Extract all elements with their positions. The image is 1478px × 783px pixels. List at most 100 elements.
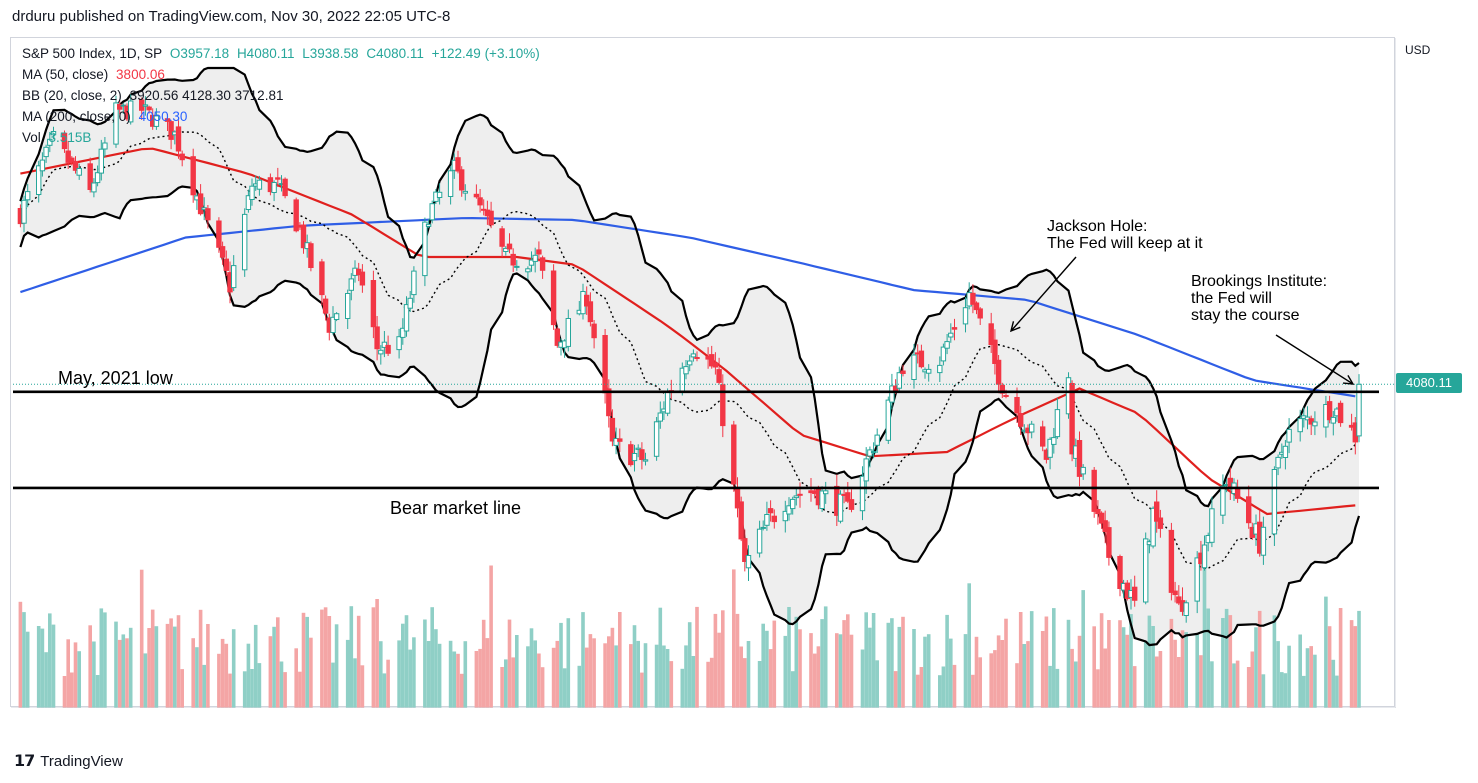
candle-body [1260, 526, 1267, 556]
volume-bar [790, 671, 795, 708]
volume-bar [632, 625, 637, 708]
volume-bar [1221, 618, 1225, 708]
candle-body [1143, 538, 1149, 603]
price-chart[interactable]: 4800.004700.004600.004500.004400.004300.… [11, 38, 1396, 708]
candle-body [911, 354, 917, 380]
volume-bar [1232, 663, 1236, 708]
volume-bar [1000, 640, 1005, 708]
volume-bar [334, 624, 339, 708]
candle-body [951, 327, 958, 330]
volume-bar [1177, 657, 1181, 708]
candle-body [1234, 487, 1241, 499]
volume-bar [1143, 641, 1148, 708]
volume-bar [48, 613, 52, 708]
volume-bar [1287, 645, 1291, 708]
candle-body [657, 412, 663, 422]
volume-bar [198, 609, 203, 708]
volume-bar [665, 649, 670, 708]
volume-bar [294, 648, 298, 708]
candle-body [411, 270, 417, 296]
volume-bar [787, 607, 791, 708]
volume-bar [765, 630, 769, 708]
volume-bar [504, 659, 508, 708]
candle-body [488, 210, 494, 226]
candle-body [528, 259, 535, 266]
volume-bar [919, 667, 924, 708]
volume-bar [1070, 648, 1074, 708]
volume-bar [507, 619, 512, 708]
candle-body [819, 490, 825, 509]
candle-body [422, 221, 428, 277]
candle-body [25, 191, 31, 201]
volume-bar [77, 651, 81, 708]
volume-bar [1276, 641, 1280, 708]
candle-body [782, 510, 788, 522]
candle-body [381, 341, 388, 348]
volume-bar [70, 672, 74, 708]
volume-bar [871, 613, 876, 708]
legend-low: L3938.58 [302, 46, 359, 61]
volume-bar [327, 616, 332, 708]
volume-bar [40, 628, 45, 708]
candle-body [716, 369, 722, 383]
candle-body [999, 384, 1005, 394]
candle-body [687, 360, 693, 366]
volume-bar [298, 671, 302, 708]
candle-body [1080, 466, 1086, 475]
candle-body [602, 335, 608, 394]
candle-body [848, 499, 855, 510]
volume-bar [1040, 631, 1045, 708]
volume-bar [92, 641, 96, 708]
volume-bar [1173, 639, 1177, 708]
volume-bar [430, 607, 434, 708]
volume-bar [912, 629, 916, 708]
candle-body [1040, 426, 1046, 447]
volume-bar [996, 635, 1001, 708]
volume-bar [1132, 666, 1137, 708]
candle-body [300, 224, 307, 249]
candle-body [322, 298, 329, 314]
volume-bar [401, 623, 405, 708]
volume-bar [706, 661, 710, 708]
volume-bar [386, 659, 390, 708]
candle-body [1286, 428, 1292, 443]
volume-bar [1280, 672, 1284, 708]
volume-bar [691, 656, 696, 708]
candle-body [436, 191, 443, 199]
candle-body [973, 302, 980, 311]
volume-bar [592, 638, 596, 708]
volume-bar [562, 668, 567, 708]
volume-bar [253, 624, 258, 708]
candle-body [256, 179, 263, 190]
volume-bar [117, 639, 122, 708]
chart-area[interactable]: 4800.004700.004600.004500.004400.004300.… [10, 37, 1396, 708]
last-price-tag: 4080.11 [1396, 373, 1462, 393]
volume-bar [268, 636, 273, 708]
volume-bar [180, 669, 184, 708]
volume-bar [584, 647, 589, 708]
volume-bar [323, 607, 328, 708]
volume-bar [489, 565, 493, 708]
candle-body [190, 156, 196, 196]
legend-symbol: S&P 500 Index, 1D, SP [22, 46, 163, 61]
volume-bar [838, 634, 843, 708]
volume-bar [1250, 651, 1255, 708]
volume-bar [62, 676, 67, 708]
candle-body [539, 257, 546, 271]
volume-bar [1052, 608, 1056, 708]
brookings-arrow [1275, 334, 1354, 385]
volume-bar [1121, 627, 1126, 708]
volume-bar [1184, 632, 1188, 708]
candle-body [205, 208, 211, 221]
candle-body [606, 388, 612, 417]
currency-label: USD [1405, 43, 1431, 57]
candle-body [378, 349, 384, 355]
candle-body [988, 323, 994, 345]
candle-body [98, 148, 104, 174]
legend-ma200-value: 4050.30 [138, 109, 188, 124]
volume-bar [614, 645, 618, 708]
volume-bar [169, 618, 173, 708]
volume-bar [1349, 620, 1354, 708]
candle-body [587, 301, 594, 323]
volume-bar [1066, 619, 1071, 708]
